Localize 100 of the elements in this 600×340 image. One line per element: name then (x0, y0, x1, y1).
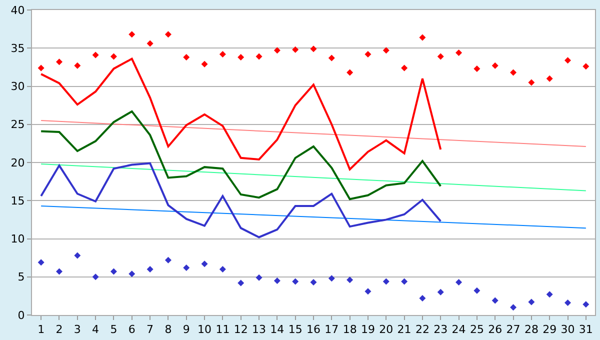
point (456, 278, 462, 286)
x-tick-label: 7 (146, 323, 154, 336)
point (346, 69, 354, 76)
point (201, 60, 208, 68)
y-tick-label: 35 (10, 42, 25, 55)
x-tick-label: 19 (360, 323, 375, 336)
point (510, 304, 517, 311)
point (164, 256, 172, 264)
point (528, 79, 535, 86)
point (74, 252, 81, 259)
x-tick-label: 27 (506, 323, 520, 336)
point (110, 53, 117, 60)
point (582, 63, 590, 70)
point (38, 64, 44, 72)
x-tick-label: 17 (324, 323, 339, 336)
point (364, 288, 372, 295)
x-tick-label: 3 (74, 323, 81, 336)
x-tick-label: 30 (560, 323, 575, 336)
point (219, 50, 226, 58)
point (292, 278, 299, 285)
y-tick-label: 40 (10, 4, 25, 17)
point (56, 58, 62, 66)
point (128, 270, 136, 278)
point (256, 274, 262, 281)
point (546, 291, 553, 298)
x-tick-label: 12 (234, 323, 248, 336)
x-tick-label: 14 (270, 323, 284, 336)
point (492, 62, 498, 69)
y-tick-label: 0 (18, 308, 25, 322)
point (328, 54, 335, 62)
point (146, 40, 154, 47)
x-tick-label: 24 (452, 323, 466, 336)
line-series (40, 58, 442, 170)
x-tick-label: 1 (38, 323, 45, 336)
x-tick-label: 23 (434, 323, 448, 336)
point (401, 64, 408, 72)
point (92, 52, 99, 58)
point (546, 75, 553, 82)
x-tick-label: 9 (182, 323, 190, 336)
point (238, 54, 244, 61)
point (382, 47, 390, 54)
x-tick-label: 13 (252, 323, 266, 336)
point (310, 278, 317, 286)
point (238, 280, 244, 286)
x-tick-label: 2 (56, 323, 63, 336)
line-series (40, 162, 442, 238)
x-tick-label: 21 (397, 323, 412, 336)
point (564, 57, 572, 64)
point (274, 47, 280, 54)
point (92, 274, 99, 280)
x-tick-label: 26 (488, 323, 502, 336)
point (74, 62, 81, 69)
y-tick-label: 20 (10, 156, 25, 170)
point (419, 34, 426, 41)
y-tick-label: 10 (10, 232, 25, 246)
point (56, 268, 62, 275)
point (364, 50, 372, 58)
point (146, 266, 154, 272)
point (474, 65, 480, 72)
x-tick-label: 28 (524, 323, 538, 336)
point (328, 275, 335, 282)
point (183, 264, 190, 271)
point (310, 46, 317, 52)
x-tick-label: 22 (415, 323, 430, 336)
point (128, 31, 136, 38)
point (437, 288, 444, 296)
x-tick-label: 20 (379, 323, 394, 336)
point (274, 277, 280, 284)
x-tick-label: 31 (578, 323, 593, 336)
x-tick-label: 18 (342, 323, 357, 336)
x-tick-label: 25 (470, 323, 484, 336)
y-tick-label: 30 (10, 80, 25, 94)
x-tick-label: 5 (110, 323, 118, 336)
x-tick-label: 6 (128, 323, 136, 336)
x-tick-label: 4 (92, 323, 100, 336)
point (382, 278, 390, 285)
point (510, 69, 517, 76)
x-tick-label: 10 (198, 323, 212, 336)
x-tick-label: 11 (216, 323, 230, 336)
point (528, 298, 535, 306)
point (437, 53, 444, 60)
line-series (40, 110, 442, 200)
point (346, 276, 354, 284)
point (219, 266, 226, 272)
point (456, 49, 462, 56)
point (164, 31, 172, 38)
x-tick-label: 29 (542, 323, 557, 336)
x-tick-label: 16 (306, 323, 320, 336)
y-tick-label: 25 (10, 118, 25, 132)
point (401, 278, 408, 285)
point (564, 300, 572, 306)
x-tick-label: 8 (164, 323, 172, 336)
point (582, 301, 590, 308)
x-tick-label: 15 (288, 323, 302, 336)
point (201, 260, 208, 268)
point (110, 268, 117, 275)
point (492, 297, 498, 304)
point (419, 294, 426, 302)
point (256, 53, 262, 60)
y-tick-label: 5 (18, 270, 25, 284)
